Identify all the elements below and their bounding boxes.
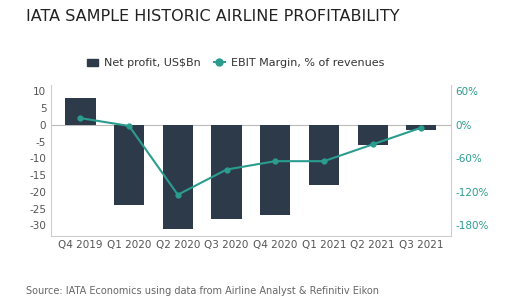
Bar	[357, 125, 388, 145]
Bar	[211, 125, 242, 219]
Legend: Net profit, US$Bn, EBIT Margin, % of revenues: Net profit, US$Bn, EBIT Margin, % of rev…	[82, 54, 389, 73]
Bar	[66, 98, 96, 125]
Bar	[309, 125, 339, 185]
Bar	[114, 125, 144, 205]
Bar	[260, 125, 290, 215]
Bar	[163, 125, 193, 229]
Text: Source: IATA Economics using data from Airline Analyst & Refinitiv Eikon: Source: IATA Economics using data from A…	[26, 286, 378, 296]
Text: IATA SAMPLE HISTORIC AIRLINE PROFITABILITY: IATA SAMPLE HISTORIC AIRLINE PROFITABILI…	[26, 9, 399, 24]
Bar	[406, 125, 436, 130]
